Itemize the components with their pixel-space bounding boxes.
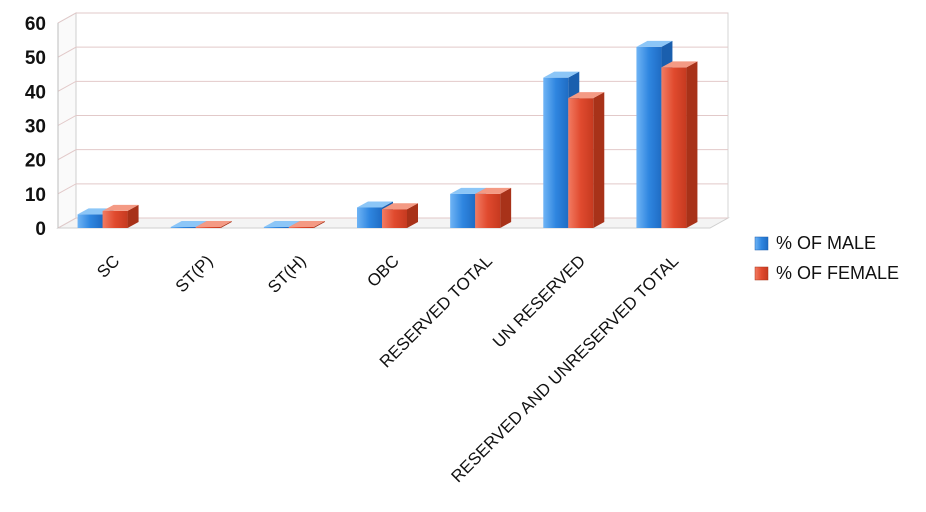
bar — [102, 210, 128, 228]
bar — [450, 193, 476, 228]
gridline — [57, 149, 728, 161]
y-tick-label: 20 — [25, 151, 46, 172]
bar-side — [593, 92, 605, 229]
bar — [661, 67, 687, 229]
legend-label: % OF MALE — [776, 233, 876, 253]
bar — [77, 214, 103, 228]
bar — [382, 209, 407, 228]
bar-side — [686, 61, 698, 228]
bar — [543, 77, 569, 229]
bar-top — [357, 201, 393, 208]
bar-side — [127, 204, 139, 228]
bar-top — [170, 220, 207, 227]
bar-top — [195, 220, 232, 227]
y-tick-label: 50 — [25, 48, 46, 69]
bar-side — [220, 220, 232, 228]
bar-top — [475, 187, 512, 194]
bar-top — [661, 61, 698, 68]
y-tick-label: 10 — [25, 185, 46, 206]
bar — [170, 226, 196, 228]
legend-label: % OF FEMALE — [776, 263, 899, 283]
y-tick-label: 0 — [35, 219, 46, 240]
gridline — [57, 183, 728, 195]
x-tick-label: ST(P) — [172, 251, 217, 296]
gridline — [57, 12, 728, 24]
bar-side — [313, 220, 325, 228]
bar — [357, 207, 382, 228]
bar — [195, 226, 221, 228]
bar-top — [102, 204, 139, 211]
bar-top — [450, 187, 487, 194]
legend-swatch — [754, 266, 769, 281]
bar-top — [263, 220, 300, 227]
bar-top — [636, 40, 673, 47]
y-tick-label: 40 — [25, 82, 46, 103]
bar — [636, 46, 662, 228]
y-tick-label: 60 — [25, 14, 46, 35]
bar — [288, 226, 314, 228]
y-tick-label: 30 — [25, 117, 46, 138]
bar-top — [543, 71, 580, 78]
bar-side — [500, 187, 512, 228]
gridline — [57, 115, 728, 126]
bar — [263, 226, 289, 228]
x-tick-label: SC — [93, 251, 123, 281]
x-tick-label: UN RESERVED — [489, 251, 589, 351]
gridline — [57, 46, 728, 58]
legend-swatch — [754, 236, 769, 251]
bar-top — [382, 203, 418, 210]
bar-side — [407, 203, 418, 228]
bar-top — [568, 92, 605, 99]
bar-top — [288, 220, 325, 227]
x-tick-label: OBC — [363, 251, 402, 290]
x-tick-label: ST(H) — [264, 251, 309, 296]
bar — [475, 193, 501, 228]
gridline — [57, 80, 728, 92]
bar — [568, 98, 594, 229]
